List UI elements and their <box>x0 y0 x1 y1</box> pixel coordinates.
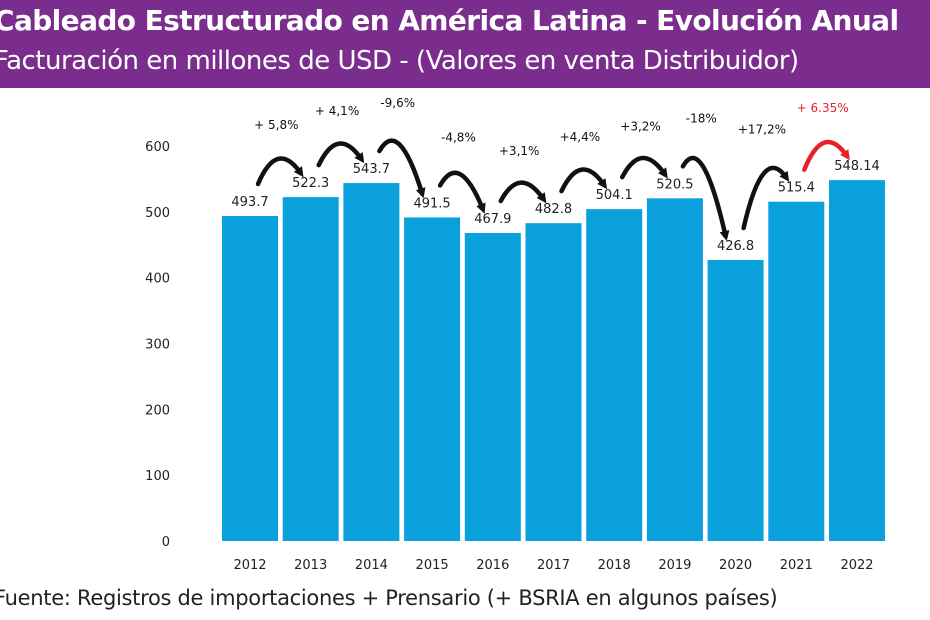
x-tick-label: 2021 <box>780 558 813 573</box>
bar <box>707 260 764 541</box>
data-label: 543.7 <box>353 162 390 177</box>
x-tick-label: 2022 <box>840 558 873 573</box>
data-label: 548.14 <box>834 159 880 174</box>
x-axis: 2012 2013 2014 2015 2016 2017 2018 2019 2020 2021… <box>233 558 873 573</box>
y-tick-label: 100 <box>145 469 170 484</box>
chart-area: 0 100 200 300 400 500 600 + 5,8% + 4,1% -9,6% -4,… <box>0 88 930 583</box>
data-label: 520.5 <box>656 177 693 192</box>
y-tick-label: 600 <box>145 140 170 155</box>
change-label: + 4,1% <box>315 104 359 118</box>
bar <box>343 183 400 542</box>
chart-header: Cableado Estructurado en América Latina … <box>0 0 930 88</box>
change-arrow <box>741 165 790 231</box>
change-arrow <box>680 155 730 241</box>
change-label: -9,6% <box>380 96 415 110</box>
y-tick-label: 200 <box>145 403 170 418</box>
y-tick-label: 0 <box>162 535 170 550</box>
y-tick-label: 400 <box>145 272 170 287</box>
data-label: 522.3 <box>292 176 329 191</box>
data-label: 491.5 <box>413 196 450 211</box>
data-label: 467.9 <box>474 212 511 227</box>
change-label: +17,2% <box>738 123 786 137</box>
y-tick-label: 300 <box>145 338 170 353</box>
x-tick-label: 2013 <box>294 558 327 573</box>
change-arrow <box>255 156 304 187</box>
bar <box>829 180 885 541</box>
change-arrow <box>559 167 608 194</box>
data-label: 493.7 <box>231 195 268 210</box>
data-label: 504.1 <box>596 188 633 203</box>
change-label: +3,1% <box>499 144 540 158</box>
bar <box>768 201 825 541</box>
bar <box>525 223 582 541</box>
x-tick-label: 2015 <box>416 558 449 573</box>
chart-subtitle: Facturación en millones de USD - (Valore… <box>0 46 799 76</box>
change-arrow <box>437 170 486 214</box>
bar <box>282 197 339 541</box>
bar <box>464 232 521 542</box>
data-label: 515.4 <box>778 181 815 196</box>
x-tick-label: 2012 <box>233 558 266 573</box>
x-tick-label: 2017 <box>537 558 570 573</box>
x-tick-label: 2014 <box>355 558 388 573</box>
y-axis: 0 100 200 300 400 500 600 <box>145 140 170 550</box>
highlight-change-arrow <box>802 139 850 172</box>
change-label: + 6.35% <box>797 101 849 115</box>
x-tick-label: 2019 <box>658 558 691 573</box>
bar-chart: 0 100 200 300 400 500 600 + 5,8% + 4,1% -9,6% -4,… <box>145 96 885 573</box>
chart-title: Cableado Estructurado en América Latina … <box>0 4 899 37</box>
bar <box>646 198 703 541</box>
x-tick-label: 2018 <box>598 558 631 573</box>
change-arrow <box>498 180 547 204</box>
change-arrow <box>316 141 365 168</box>
value-labels: 493.7 522.3 543.7 491.5 467.9 482.8 504.1 520.5… <box>231 159 879 254</box>
change-label: +4,4% <box>560 130 601 144</box>
change-label: + 5,8% <box>254 118 298 132</box>
x-tick-label: 2020 <box>719 558 752 573</box>
source-note: Fuente: Registros de importaciones + Pre… <box>0 586 778 610</box>
bars <box>222 180 885 542</box>
y-tick-label: 500 <box>145 206 170 221</box>
change-label: +3,2% <box>620 119 661 133</box>
change-label: -4,8% <box>441 130 476 144</box>
bar <box>586 209 643 541</box>
change-arrow <box>619 155 668 180</box>
bar <box>404 217 461 541</box>
change-label: -18% <box>686 111 717 125</box>
change-arrow <box>377 138 426 199</box>
data-label: 482.8 <box>535 202 572 217</box>
x-tick-label: 2016 <box>476 558 509 573</box>
bar <box>222 215 278 541</box>
change-arrows: + 5,8% + 4,1% -9,6% -4,8% +3,1% +4,4% +3,2% -18… <box>254 96 850 241</box>
data-label: 426.8 <box>717 239 754 254</box>
